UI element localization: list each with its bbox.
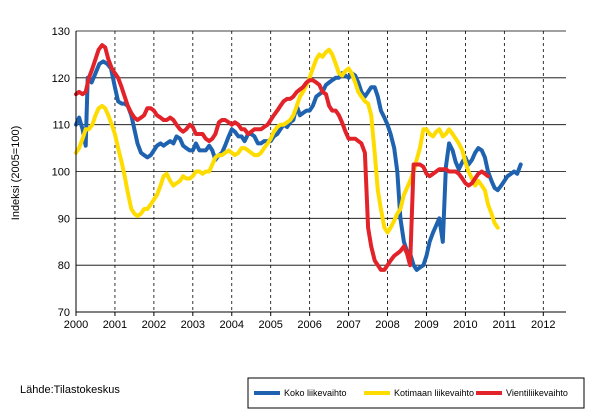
y-tick-label: 120 xyxy=(52,73,70,85)
x-tick-label: 2002 xyxy=(142,319,166,331)
legend-label: Kotimaan liikevaihto xyxy=(394,388,474,398)
x-tick-label: 2000 xyxy=(64,319,88,331)
series-lines xyxy=(74,43,523,272)
y-tick-label: 100 xyxy=(52,167,70,179)
axes: 70 80 90 100 110 120 130 2000 2001 2002 2003 2004 20… xyxy=(52,26,566,331)
legend: Koko liikevaihto Kotimaan liikevaihto Vien… xyxy=(247,377,585,409)
y-axis-label: Indeksi (2005=100) xyxy=(10,126,22,220)
x-tick-label: 2012 xyxy=(531,319,555,331)
x-tick-label: 2009 xyxy=(414,319,438,331)
y-tick-label: 70 xyxy=(58,307,70,319)
legend-label: Koko liikevaihto xyxy=(284,388,347,398)
x-tick-label: 2007 xyxy=(336,319,360,331)
y-tick-label: 130 xyxy=(52,26,70,38)
x-tick-label: 2003 xyxy=(181,319,205,331)
y-tick-label: 90 xyxy=(58,213,70,225)
series-line-koko-liikevaihto xyxy=(74,59,523,272)
legend-label: Vientiliikevaihto xyxy=(506,388,568,398)
grid xyxy=(76,30,566,313)
x-tick-label: 2001 xyxy=(103,319,127,331)
series-line-vientiliikevaihto xyxy=(74,43,490,272)
x-tick-label: 2006 xyxy=(297,319,321,331)
legend-box xyxy=(247,377,585,409)
series-line-kotimaan-liikevaihto xyxy=(74,47,500,235)
x-tick-label: 2004 xyxy=(220,319,244,331)
y-tick-label: 80 xyxy=(58,260,70,272)
x-tick-label: 2005 xyxy=(258,319,282,331)
x-tick-label: 2010 xyxy=(453,319,477,331)
y-tick-label: 110 xyxy=(52,120,70,132)
x-tick-label: 2008 xyxy=(375,319,399,331)
x-tick-label: 2011 xyxy=(493,319,517,331)
source-note: Lähde:Tilastokeskus xyxy=(20,384,120,396)
